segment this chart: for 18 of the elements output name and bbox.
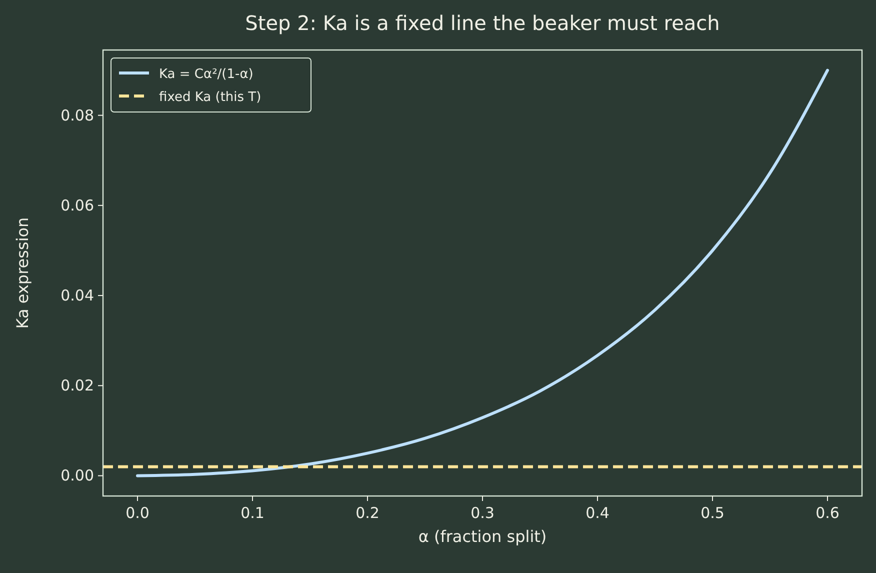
x-tick-label: 0.0 [126,504,150,522]
x-tick-label: 0.5 [700,504,724,522]
line-series [136,68,829,478]
x-tick-label: 0.3 [470,504,494,522]
y-tick-label: 0.06 [60,196,94,214]
y-tick-label: 0.00 [60,466,94,485]
y-tick-label: 0.04 [60,286,94,305]
x-tick-label: 0.1 [240,504,264,522]
x-axis-title: α (fraction split) [418,527,547,546]
chart-title: Step 2: Ka is a fixed line the beaker must reach [245,11,720,35]
y-axis-title: Ka expression [13,217,32,329]
legend-label: Ka = Cα²/(1-α) [159,67,254,82]
x-tick-label: 0.6 [816,504,840,522]
x-tick-label: 0.4 [586,504,610,522]
legend-label: fixed Ka (this T) [159,90,262,105]
x-tick-label: 0.2 [356,504,380,522]
y-tick-label: 0.02 [60,376,94,395]
y-tick-label: 0.08 [60,106,94,124]
